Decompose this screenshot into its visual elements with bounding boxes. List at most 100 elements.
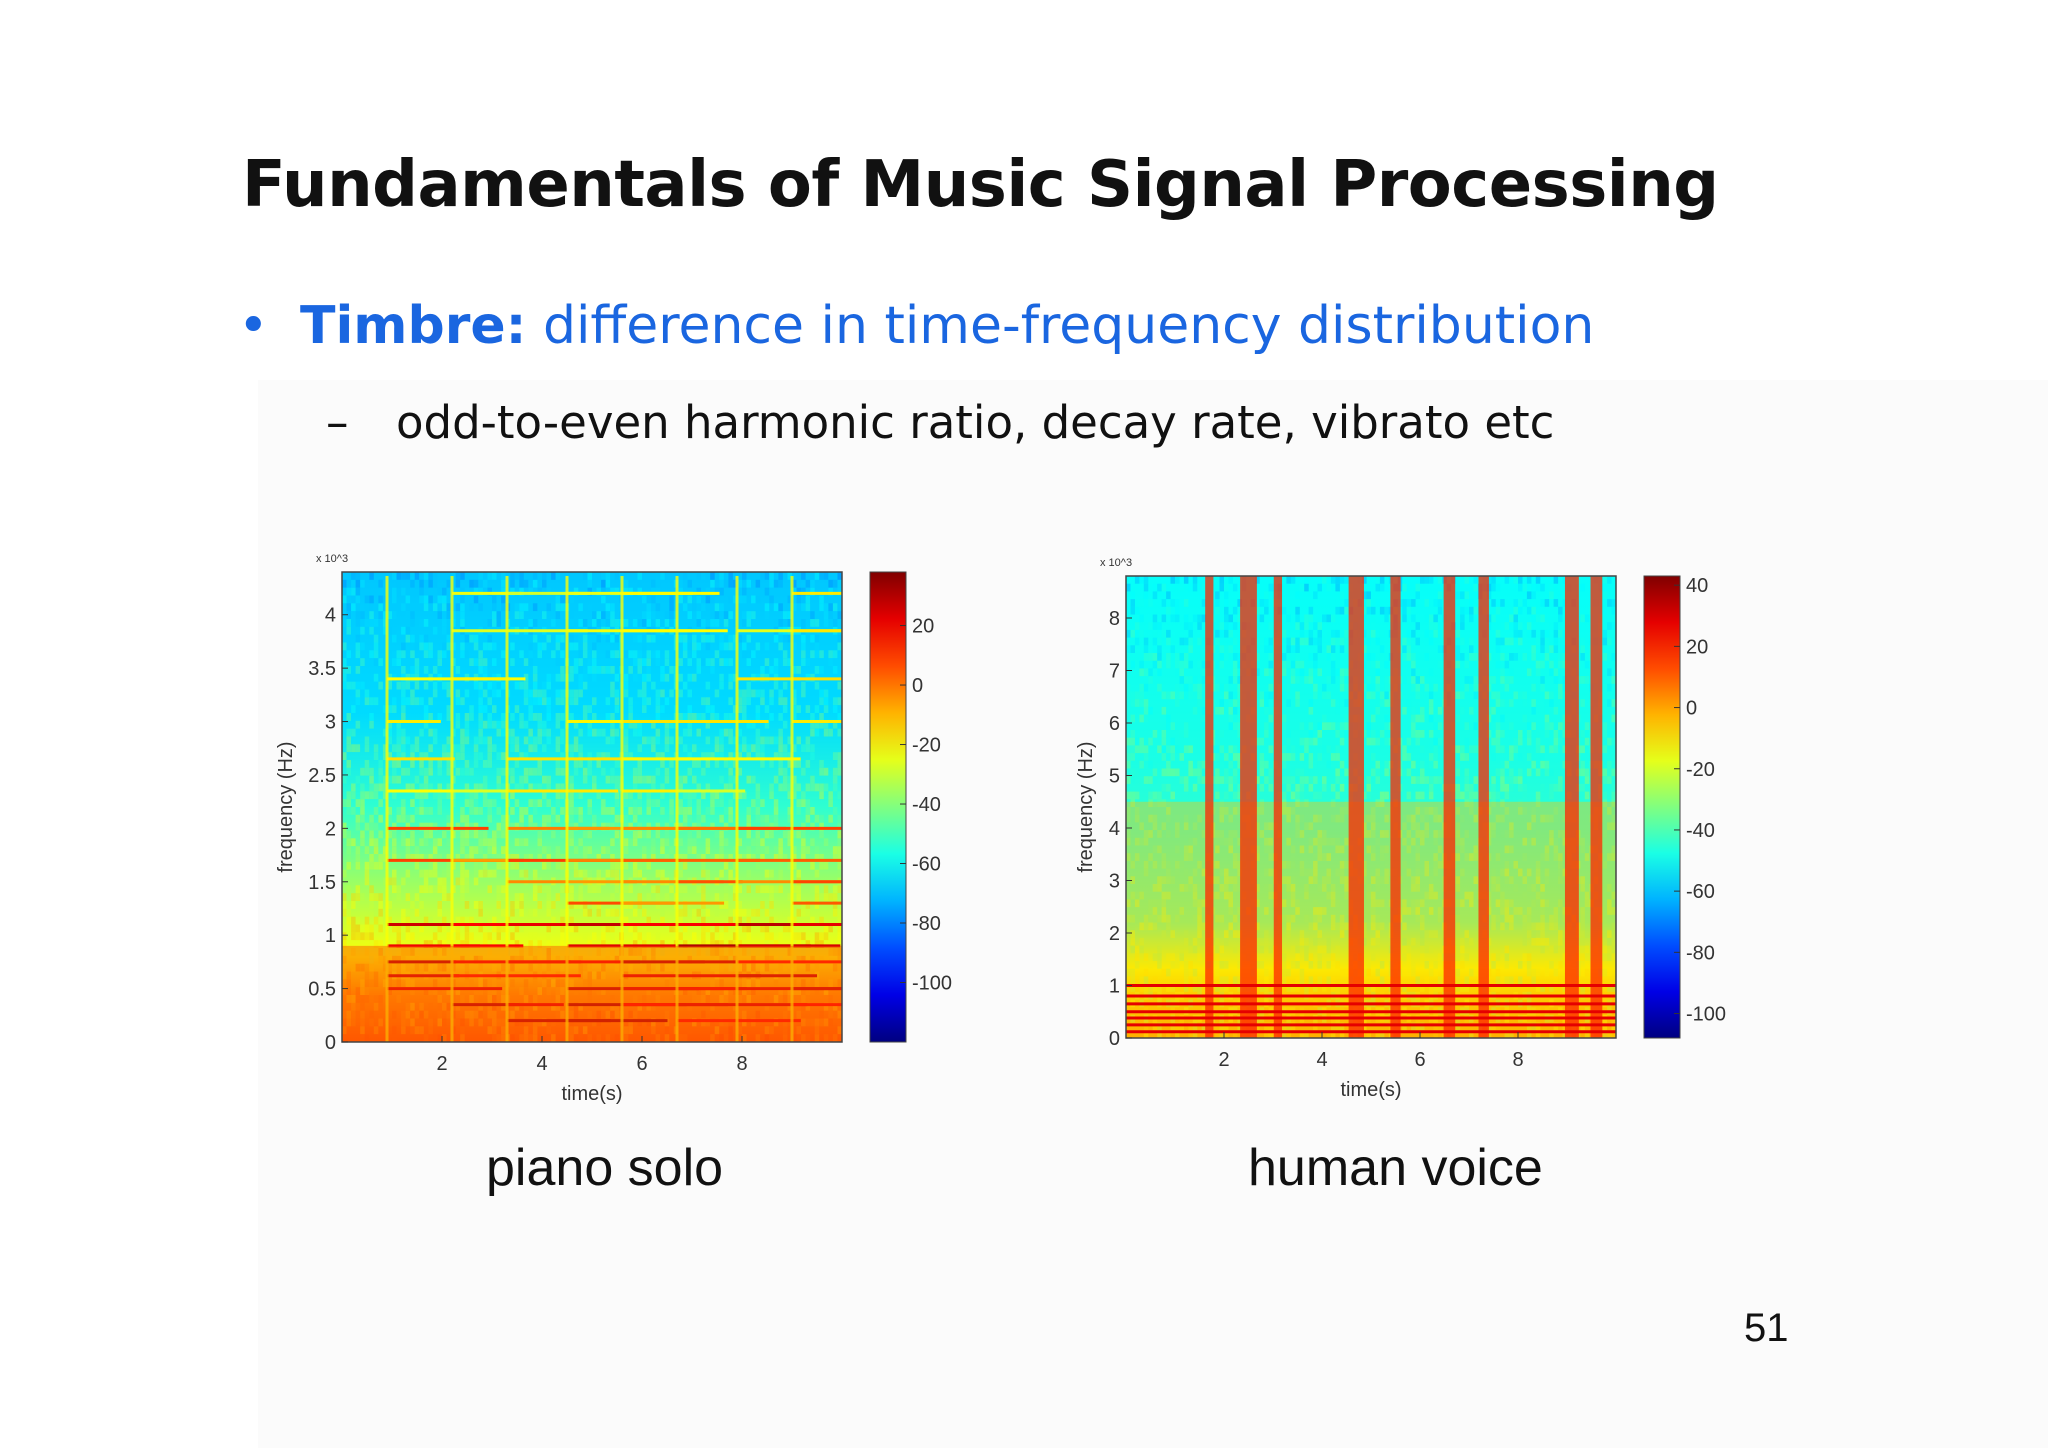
piano-noise-cell — [551, 673, 556, 682]
piano-noise-cell — [360, 611, 365, 619]
piano-noise-cell — [742, 713, 747, 721]
piano-noise-cell — [442, 877, 447, 886]
piano-noise-cell — [555, 689, 561, 698]
piano-noise-cell — [387, 626, 392, 635]
piano-noise-cell — [796, 995, 801, 1003]
voice-noise-cell — [1366, 737, 1371, 746]
piano-noise-cell — [378, 681, 383, 690]
voice-noise-cell — [1143, 968, 1149, 977]
piano-noise-cell — [737, 728, 742, 737]
piano-noise-cell — [623, 619, 629, 627]
voice-noise-cell — [1304, 583, 1309, 592]
piano-noise-cell — [646, 932, 651, 941]
piano-noise-cell — [510, 736, 515, 745]
piano-noise-cell — [660, 846, 665, 854]
piano-noise-cell — [810, 579, 815, 588]
piano-noise-cell — [678, 822, 683, 831]
voice-noise-cell — [1384, 676, 1389, 684]
piano-noise-cell — [660, 619, 665, 627]
piano-noise-cell — [510, 587, 515, 596]
piano-noise-cell — [342, 901, 347, 909]
piano-noise-cell — [814, 955, 820, 964]
piano-noise-cell — [519, 587, 524, 596]
piano-noise-cell — [546, 1026, 551, 1035]
piano-noise-cell — [542, 791, 547, 800]
piano-noise-cell — [478, 650, 483, 659]
voice-noise-cell — [1228, 629, 1233, 638]
piano-noise-cell — [569, 611, 574, 619]
piano-noise-cell — [528, 932, 533, 941]
piano-noise-cell — [696, 908, 701, 917]
piano-noise-cell — [823, 783, 829, 792]
piano-noise-cell — [569, 595, 574, 604]
voice-noise-cell — [1339, 730, 1345, 738]
voice-noise-cell — [1415, 676, 1420, 684]
voice-noise-cell — [1402, 606, 1407, 615]
voice-noise-cell — [1406, 606, 1412, 615]
piano-noise-cell — [355, 916, 361, 925]
piano-noise-cell — [805, 744, 811, 753]
piano-noise-cell — [405, 681, 411, 690]
voice-noise-cell — [1375, 599, 1380, 607]
piano-noise-cell — [405, 697, 411, 706]
piano-noise-cell — [796, 587, 801, 596]
piano-noise-cell — [560, 791, 565, 800]
piano-noise-cell — [528, 799, 533, 807]
piano-noise-cell — [614, 1010, 620, 1019]
piano-noise-cell — [751, 650, 756, 659]
voice-noise-cell — [1143, 683, 1149, 692]
voice-noise-cell — [1201, 722, 1207, 730]
voice-noise-cell — [1201, 937, 1207, 946]
piano-noise-cell — [464, 916, 470, 925]
piano-noise-cell — [514, 681, 520, 690]
voice-noise-cell — [1197, 760, 1202, 769]
piano-noise-cell — [523, 603, 529, 612]
piano-noise-cell — [678, 1002, 683, 1011]
piano-noise-cell — [792, 854, 797, 862]
piano-noise-cell — [764, 924, 770, 933]
voice-noise-cell — [1375, 699, 1380, 707]
piano-noise-cell — [369, 893, 374, 901]
voice-noise-cell — [1232, 976, 1238, 985]
piano-noise-cell — [628, 1010, 633, 1019]
piano-noise-cell — [796, 948, 801, 956]
voice-noise-cell — [1411, 668, 1416, 677]
piano-noise-cell — [723, 822, 729, 831]
piano-noise-cell — [796, 908, 801, 917]
piano-noise-cell — [546, 940, 551, 948]
piano-noise-cell — [478, 1018, 483, 1027]
piano-noise-cell — [632, 940, 638, 948]
piano-noise-cell — [578, 760, 583, 768]
voice-noise-cell — [1268, 653, 1273, 661]
voice-noise-cell — [1259, 614, 1265, 623]
voice-noise-cell — [1330, 645, 1336, 653]
piano-noise-cell — [605, 572, 611, 580]
piano-noise-cell — [423, 752, 429, 760]
voice-noise-cell — [1219, 676, 1224, 684]
voice-noise-cell — [1197, 614, 1202, 623]
piano-noise-cell — [614, 619, 620, 627]
piano-noise-cell — [496, 689, 501, 698]
piano-noise-cell — [519, 955, 524, 964]
piano-noise-cell — [473, 783, 479, 792]
voice-noise-cell — [1428, 622, 1434, 630]
piano-noise-cell — [714, 799, 720, 807]
piano-noise-cell — [392, 791, 397, 800]
piano-noise-cell — [373, 697, 379, 706]
piano-noise-cell — [378, 775, 383, 784]
piano-noise-cell — [414, 908, 420, 917]
piano-noise-cell — [419, 642, 424, 651]
piano-noise-cell — [692, 846, 697, 854]
piano-noise-cell — [814, 893, 820, 901]
piano-noise-cell — [801, 595, 806, 604]
piano-noise-cell — [573, 846, 579, 854]
voice-noise-cell — [1166, 807, 1171, 815]
piano-noise-cell — [778, 603, 783, 612]
piano-noise-cell — [542, 689, 547, 698]
piano-noise-cell — [355, 995, 361, 1003]
piano-noise-cell — [728, 697, 733, 706]
piano-noise-cell — [364, 916, 370, 925]
piano-noise-cell — [551, 1026, 556, 1035]
piano-noise-cell — [623, 799, 629, 807]
piano-noise-cell — [519, 681, 524, 690]
